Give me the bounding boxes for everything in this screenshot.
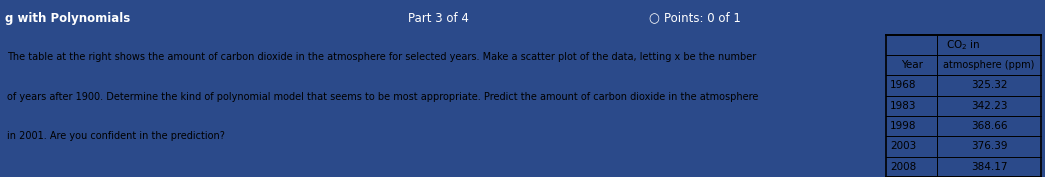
Text: 384.17: 384.17 bbox=[971, 162, 1007, 172]
Text: Part 3 of 4: Part 3 of 4 bbox=[409, 13, 469, 25]
Text: ○: ○ bbox=[648, 13, 658, 25]
Text: 2008: 2008 bbox=[890, 162, 916, 172]
Text: 325.32: 325.32 bbox=[971, 80, 1007, 90]
Text: Year: Year bbox=[901, 60, 923, 70]
Text: 1983: 1983 bbox=[890, 101, 916, 111]
Text: The table at the right shows the amount of carbon dioxide in the atmosphere for : The table at the right shows the amount … bbox=[7, 52, 757, 62]
Text: Points: 0 of 1: Points: 0 of 1 bbox=[664, 13, 741, 25]
Text: 368.66: 368.66 bbox=[971, 121, 1007, 131]
Text: in 2001. Are you confident in the prediction?: in 2001. Are you confident in the predic… bbox=[7, 131, 225, 141]
Text: 376.39: 376.39 bbox=[971, 141, 1007, 152]
Text: 1968: 1968 bbox=[890, 80, 916, 90]
Text: 2003: 2003 bbox=[890, 141, 916, 152]
Text: 1998: 1998 bbox=[890, 121, 916, 131]
Text: atmosphere (ppm): atmosphere (ppm) bbox=[944, 60, 1035, 70]
Text: 342.23: 342.23 bbox=[971, 101, 1007, 111]
Text: g with Polynomials: g with Polynomials bbox=[5, 13, 131, 25]
Text: CO$_2$ in: CO$_2$ in bbox=[947, 38, 980, 52]
Text: of years after 1900. Determine the kind of polynomial model that seems to be mos: of years after 1900. Determine the kind … bbox=[7, 92, 759, 101]
